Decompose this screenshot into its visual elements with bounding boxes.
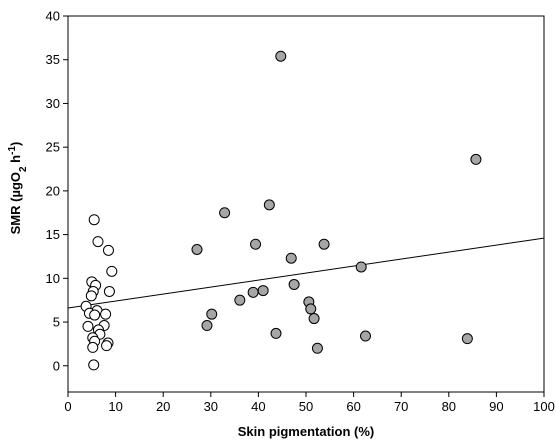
open-circle-point [82, 320, 94, 332]
data-points [80, 50, 482, 371]
y-tick-label: 0 [53, 358, 60, 373]
filled-circle-point [219, 207, 231, 219]
x-axis-title: Skin pigmentation (%) [238, 424, 375, 439]
y-tick-label: 25 [46, 140, 60, 155]
open-circle-point [92, 236, 104, 248]
open-circle-point [88, 214, 100, 226]
open-circle-point [103, 285, 115, 297]
y-tick-label: 40 [46, 9, 60, 24]
filled-circle-point [318, 238, 330, 250]
y-tick-label: 30 [46, 96, 60, 111]
open-circle-point [85, 290, 97, 302]
plot-frame [67, 15, 545, 393]
x-tick-label: 60 [346, 399, 360, 414]
filled-circle-point [355, 261, 367, 273]
filled-circle-point [308, 313, 320, 325]
y-axis-title-sub: 2 [18, 166, 29, 172]
x-tick-label: 70 [394, 399, 408, 414]
x-tick-label: 50 [299, 399, 313, 414]
x-tick-label: 20 [156, 399, 170, 414]
open-circle-point [106, 265, 118, 277]
filled-circle-point [270, 327, 282, 339]
filled-circle-point [206, 308, 218, 320]
filled-circle-point [257, 285, 269, 297]
y-axis-title-mid: h [8, 155, 23, 167]
x-tick-label: 30 [204, 399, 218, 414]
filled-circle-point [250, 238, 262, 250]
filled-circle-point [288, 278, 300, 290]
filled-circle-point [275, 50, 287, 62]
filled-circle-point [191, 243, 203, 255]
regression-line-layer [67, 237, 545, 309]
y-axis-title: SMR (µgO2 h-1) [7, 142, 29, 235]
filled-circle-point [247, 286, 259, 298]
filled-circle-point [470, 153, 482, 165]
x-tick-label: 80 [442, 399, 456, 414]
y-tick-label: 35 [46, 52, 60, 67]
open-circle-point [101, 340, 113, 352]
y-axis-title-end: ) [8, 142, 23, 146]
x-tick-label: 0 [64, 399, 71, 414]
filled-circle-point [285, 252, 297, 264]
y-tick-label: 20 [46, 183, 60, 198]
filled-circle-point [311, 342, 323, 354]
open-circle-point [89, 309, 101, 321]
x-tick-label: 10 [108, 399, 122, 414]
open-circle-point [100, 308, 112, 320]
y-axis: 0 5 10 15 20 25 30 35 40 [46, 9, 68, 373]
filled-circle-point [263, 199, 275, 211]
filled-circle-point [201, 320, 213, 332]
filled-circle-point [234, 294, 246, 306]
open-circle-point [88, 359, 100, 371]
y-tick-label: 5 [53, 315, 60, 330]
y-tick-label: 15 [46, 227, 60, 242]
plot-border [67, 15, 545, 393]
regression-line [67, 237, 545, 309]
x-axis: 0 10 20 30 40 50 60 70 80 90 100 [64, 392, 555, 414]
x-tick-label: 90 [489, 399, 503, 414]
filled-circle-point [360, 330, 371, 342]
filled-circle-point [461, 333, 473, 345]
y-axis-title-sup: -1 [7, 146, 18, 155]
x-tick-label: 100 [533, 399, 555, 414]
x-tick-label: 40 [251, 399, 265, 414]
y-tick-label: 10 [46, 271, 60, 286]
y-axis-title-main: SMR (µgO [8, 172, 23, 234]
filled-circle-point [305, 303, 317, 315]
open-circle-point [87, 341, 99, 353]
open-circle-point [102, 244, 114, 256]
